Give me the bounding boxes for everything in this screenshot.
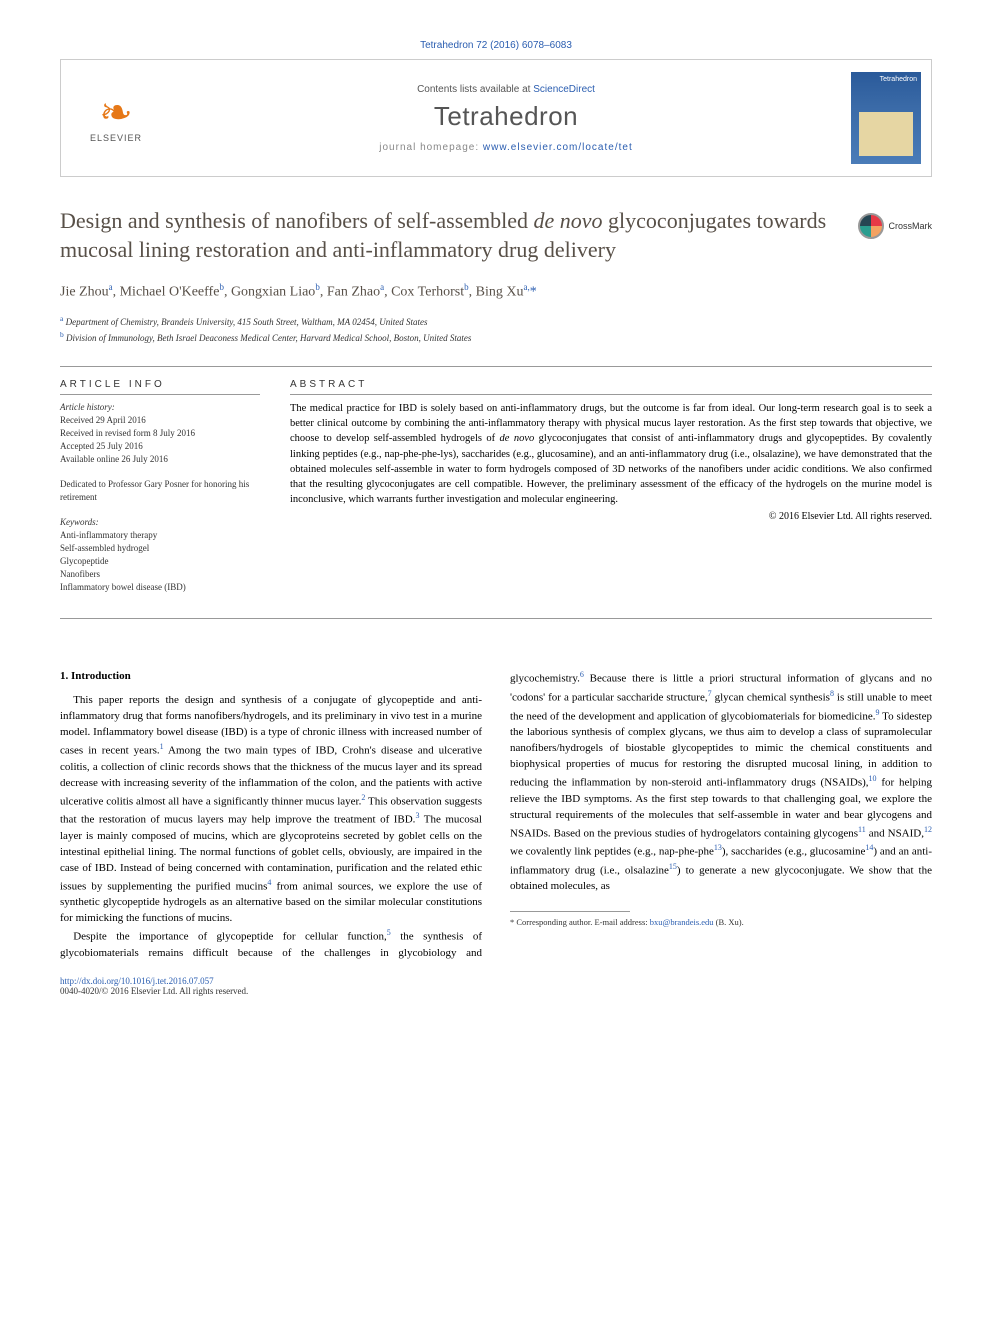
article-info-heading: ARTICLE INFO xyxy=(60,379,260,395)
footnote-label: * Corresponding author. E-mail address: xyxy=(510,917,650,927)
abstract-heading: ABSTRACT xyxy=(290,379,932,395)
history-accepted: Accepted 25 July 2016 xyxy=(60,441,143,451)
divider xyxy=(60,618,932,619)
affiliations: a Department of Chemistry, Brandeis Univ… xyxy=(60,313,932,346)
body-text: glycan chemical synthesis xyxy=(712,692,830,704)
ref-10[interactable]: 10 xyxy=(869,774,877,783)
journal-name: Tetrahedron xyxy=(434,101,578,132)
ref-15[interactable]: 15 xyxy=(669,862,677,871)
title-text-1: Design and synthesis of nanofibers of se… xyxy=(60,208,534,233)
body-text: synthetic glycopeptide hydrogels as an a… xyxy=(60,896,482,924)
homepage-prefix: journal homepage: xyxy=(379,142,483,153)
article-body: 1. Introduction This paper reports the d… xyxy=(60,669,932,961)
body-text: and NSAID, xyxy=(866,827,924,839)
abstract-text: The medical practice for IBD is solely b… xyxy=(290,401,932,508)
sciencedirect-link[interactable]: ScienceDirect xyxy=(533,84,595,95)
dedication: Dedicated to Professor Gary Posner for h… xyxy=(60,478,260,504)
keyword-1: Anti-inflammatory therapy xyxy=(60,530,157,540)
footnote-author-name: (B. Xu). xyxy=(714,917,744,927)
crossmark-label: CrossMark xyxy=(888,221,932,231)
author-list: Jie Zhoua, Michael O'Keeffeb, Gongxian L… xyxy=(60,282,932,301)
article-title: Design and synthesis of nanofibers of se… xyxy=(60,207,858,264)
title-italic: de novo xyxy=(534,208,603,233)
ref-11[interactable]: 11 xyxy=(858,825,866,834)
affiliation-b: Division of Immunology, Beth Israel Deac… xyxy=(66,333,471,343)
contents-prefix: Contents lists available at xyxy=(417,84,533,95)
corresponding-author-footnote: * Corresponding author. E-mail address: … xyxy=(510,916,932,928)
body-text: ), saccharides (e.g., glucosamine xyxy=(722,846,866,858)
ref-13[interactable]: 13 xyxy=(714,843,722,852)
cover-title: Tetrahedron xyxy=(880,76,917,83)
cover-image-placeholder xyxy=(859,112,913,156)
footnote-divider xyxy=(510,911,630,912)
body-text: Despite the importance of glycopeptide f… xyxy=(73,931,387,943)
keywords-label: Keywords: xyxy=(60,517,99,527)
author-email-link[interactable]: bxu@brandeis.edu xyxy=(650,917,714,927)
keyword-5: Inflammatory bowel disease (IBD) xyxy=(60,582,186,592)
publisher-logo: ❧ ELSEVIER xyxy=(61,60,171,176)
article-history: Article history: Received 29 April 2016 … xyxy=(60,401,260,466)
footer-bar: http://dx.doi.org/10.1016/j.tet.2016.07.… xyxy=(60,976,932,996)
body-text: from animal sources, we explore the use … xyxy=(271,880,482,892)
keywords-block: Keywords: Anti-inflammatory therapy Self… xyxy=(60,516,260,594)
crossmark-icon xyxy=(858,213,884,239)
history-received: Received 29 April 2016 xyxy=(60,415,146,425)
body-paragraph-1: This paper reports the design and synthe… xyxy=(60,693,482,927)
homepage-link[interactable]: www.elsevier.com/locate/tet xyxy=(483,142,633,153)
doi-link[interactable]: http://dx.doi.org/10.1016/j.tet.2016.07.… xyxy=(60,976,214,986)
contents-available: Contents lists available at ScienceDirec… xyxy=(417,84,595,95)
history-online: Available online 26 July 2016 xyxy=(60,454,168,464)
journal-homepage: journal homepage: www.elsevier.com/locat… xyxy=(379,142,632,153)
crossmark-badge[interactable]: CrossMark xyxy=(858,213,932,239)
keyword-4: Nanofibers xyxy=(60,569,100,579)
history-revised: Received in revised form 8 July 2016 xyxy=(60,428,195,438)
journal-cover: Tetrahedron xyxy=(841,60,931,176)
citation: Tetrahedron 72 (2016) 6078–6083 xyxy=(60,40,932,51)
keyword-2: Self-assembled hydrogel xyxy=(60,543,149,553)
issn-copyright: 0040-4020/© 2016 Elsevier Ltd. All right… xyxy=(60,986,248,996)
elsevier-tree-icon: ❧ xyxy=(90,93,142,133)
publisher-name: ELSEVIER xyxy=(90,133,142,143)
section-1-title: 1. Introduction xyxy=(60,669,482,685)
ref-12[interactable]: 12 xyxy=(924,825,932,834)
body-text: we covalently link peptides (e.g., nap-p… xyxy=(510,846,714,858)
affiliation-a: Department of Chemistry, Brandeis Univer… xyxy=(66,317,428,327)
journal-header: ❧ ELSEVIER Contents lists available at S… xyxy=(60,59,932,177)
history-label: Article history: xyxy=(60,402,115,412)
copyright: © 2016 Elsevier Ltd. All rights reserved… xyxy=(290,511,932,522)
keyword-3: Glycopeptide xyxy=(60,556,109,566)
